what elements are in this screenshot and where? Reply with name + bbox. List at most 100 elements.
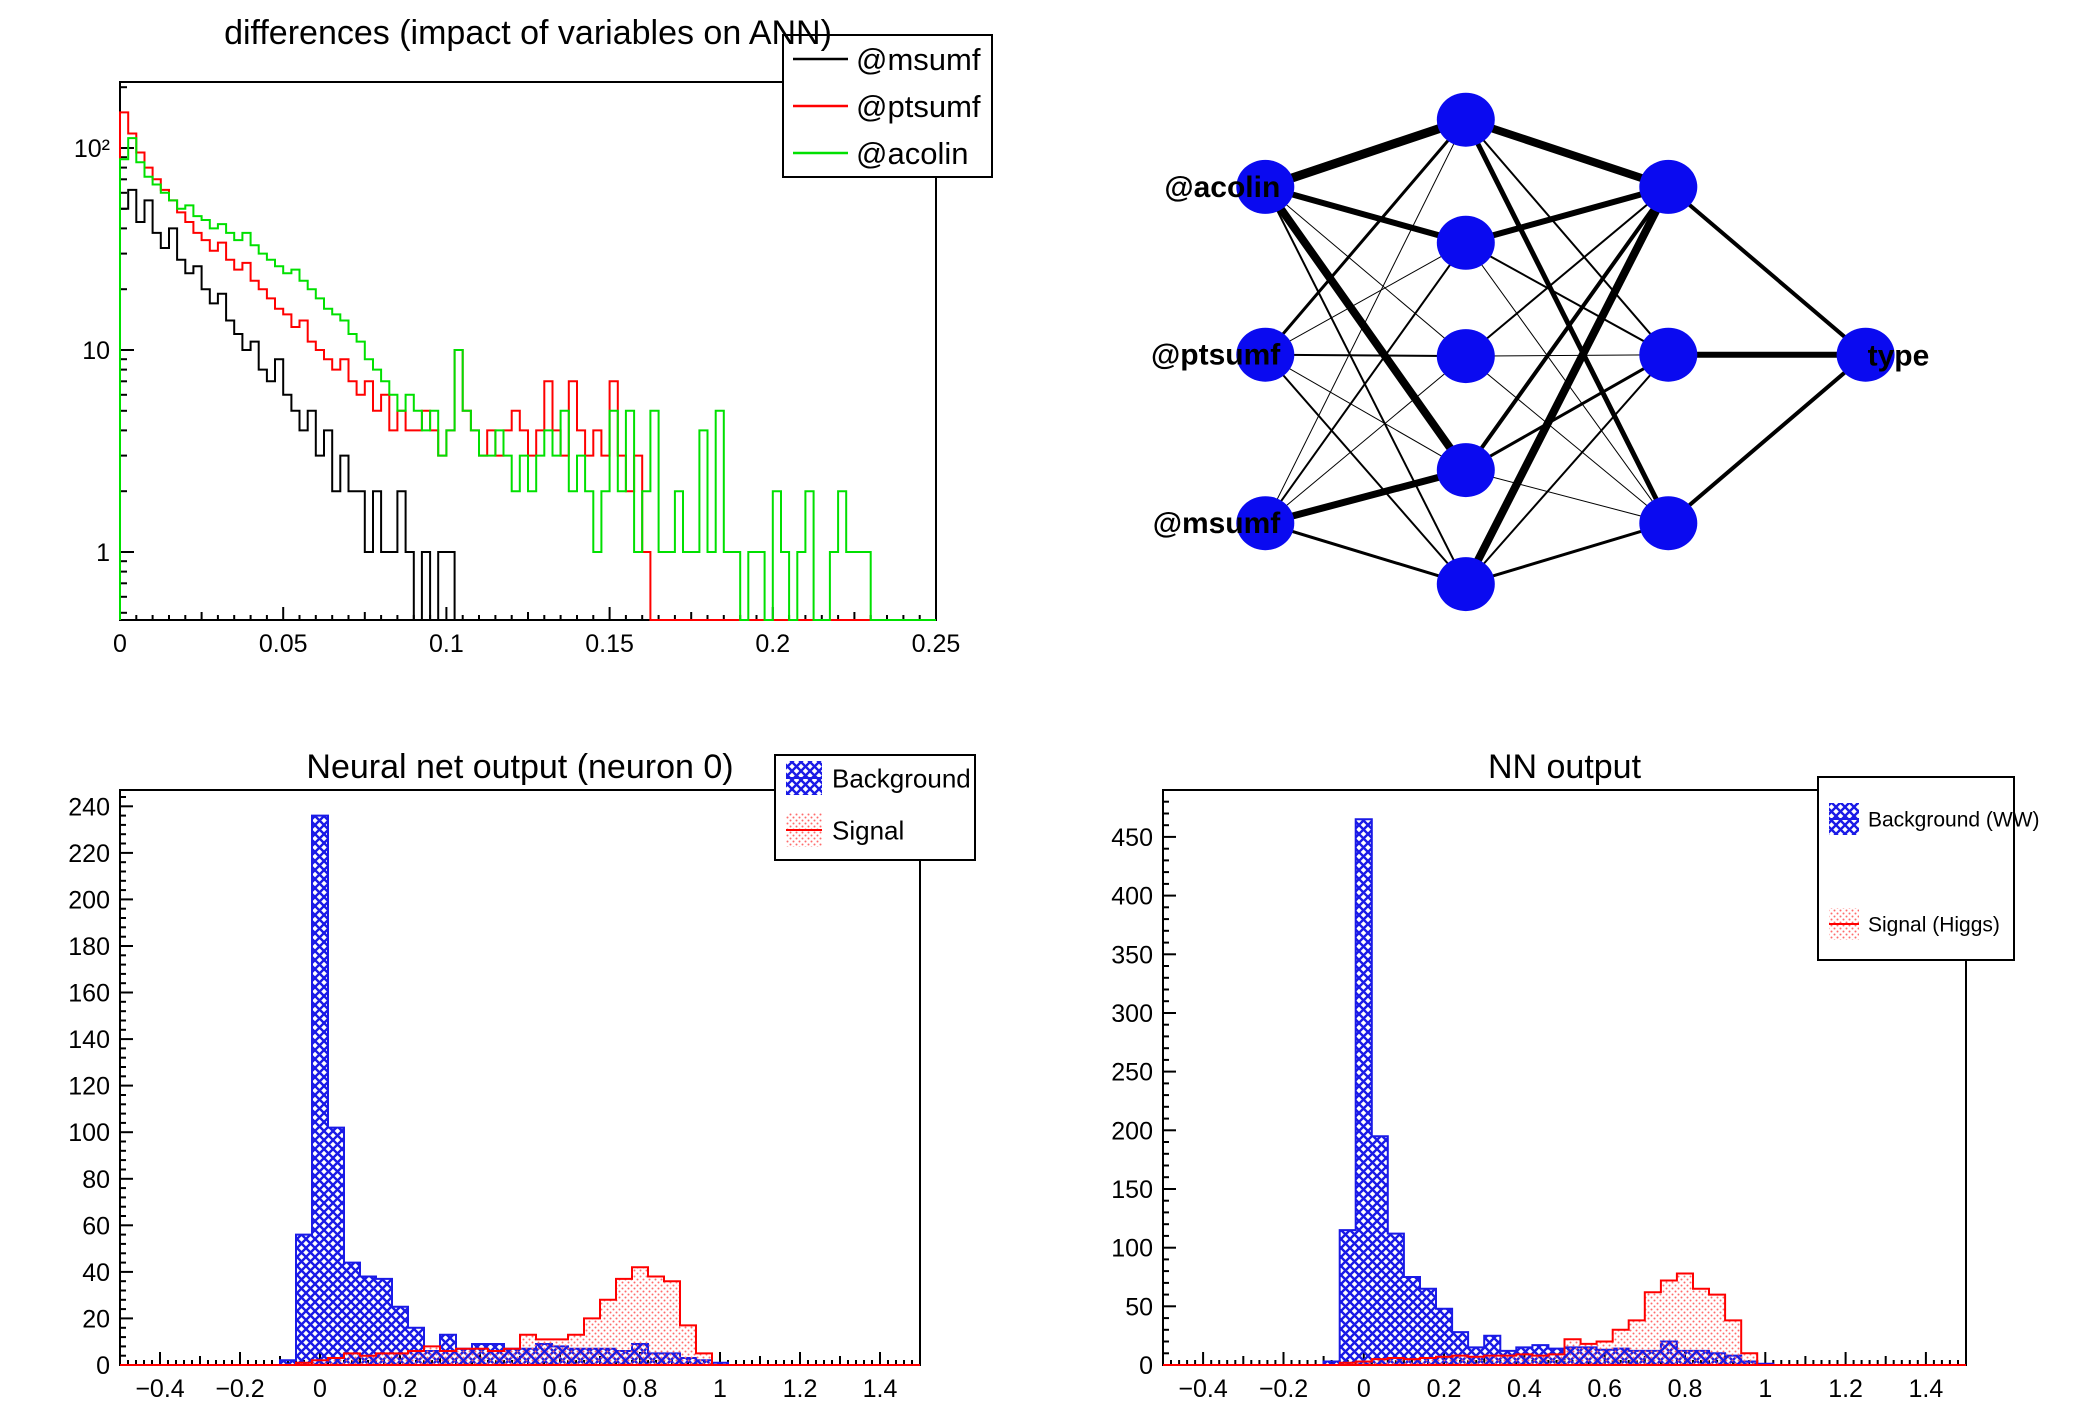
- nn-edge: [1465, 521, 1669, 586]
- legend-entry-label: @ptsumf: [856, 89, 981, 124]
- legend-entry-label: @msumf: [856, 42, 981, 77]
- y-axis-tick-label: 220: [68, 840, 110, 868]
- plot-frame: [119, 789, 921, 1366]
- nn-node: [1236, 159, 1295, 214]
- nn-edge: [1265, 353, 1466, 358]
- nn-node: [1436, 92, 1495, 147]
- legend-impact: @msumf @ptsumf @acolin: [782, 34, 993, 178]
- nn-edge: [1463, 118, 1671, 525]
- x-axis-tick-label: 0.15: [585, 630, 634, 658]
- x-axis-tick-label: 1: [713, 1375, 727, 1403]
- nn-edge: [1263, 115, 1468, 192]
- histogram-signal-higgs-: [1163, 1272, 1966, 1366]
- nn-edge: [1465, 354, 1669, 357]
- y-axis-tick-label: 1: [96, 539, 110, 567]
- x-axis-tick-label: 0.1: [429, 630, 464, 658]
- nn-edge: [1264, 119, 1467, 524]
- y-axis-tick-label: 120: [68, 1073, 110, 1101]
- x-axis-tick-label: −0.2: [215, 1375, 264, 1403]
- nn-edge: [1465, 353, 1670, 472]
- nn-node: [1436, 329, 1495, 384]
- plot-title: differences (impact of variables on ANN): [224, 14, 832, 52]
- y-axis-tick-label: 100: [68, 1119, 110, 1147]
- histogram-signal: [120, 1266, 920, 1366]
- y-axis-tick-label: 300: [1111, 1000, 1153, 1028]
- y-axis-tick-label: 180: [68, 933, 110, 961]
- legend-neural-net-output-neuron0: Background Signal: [774, 754, 976, 861]
- legend-entry-label: Signal: [832, 815, 904, 845]
- y-axis-tick-label: 0: [96, 1352, 110, 1380]
- x-axis-tick-label: 0.2: [755, 630, 790, 658]
- nn-node: [1436, 443, 1495, 498]
- x-axis-tick-label: 0: [313, 1375, 327, 1403]
- nn-edge: [1667, 185, 1867, 357]
- legend-entry-label: Background: [832, 763, 971, 793]
- x-axis-tick-label: −0.2: [1259, 1375, 1308, 1403]
- y-axis-tick-label: 350: [1111, 941, 1153, 969]
- nn-edge: [1262, 184, 1470, 473]
- x-axis-tick-label: 0.6: [543, 1375, 578, 1403]
- nn-edge: [1264, 186, 1467, 585]
- pad-variable-impact: 0 0.05 0.1 0.15 0.2 0.25 1 10 10² @msumf @ptsumf @a…: [0, 0, 1044, 708]
- legend-entry-label: @acolin: [856, 136, 968, 171]
- nn-node: [1236, 327, 1295, 382]
- x-axis-tick-label: 0.8: [623, 1375, 658, 1403]
- nn-edge: [1465, 469, 1669, 524]
- y-axis-tick-label: 100: [1111, 1235, 1153, 1263]
- pad-neuron0-output: −0.4 −0.2 0 0.2 0.4 0.6 0.8 1 1.2 1.4 0 20 40 60 80 100…: [0, 708, 1044, 1416]
- nn-edge: [1264, 186, 1467, 357]
- nn-nodes: [1236, 92, 1895, 612]
- x-axis-tick-label: 0.25: [912, 630, 961, 658]
- y-axis-tick-label: 150: [1111, 1176, 1153, 1204]
- x-axis-tick-label: 1.2: [1828, 1375, 1863, 1403]
- x-axis-tick-label: −0.4: [1178, 1375, 1227, 1403]
- y-axis-tick-label: 0: [1139, 1352, 1153, 1380]
- y-axis-tick-label: 50: [1125, 1293, 1153, 1321]
- nn-edge: [1264, 521, 1467, 586]
- y-axis-tick-label: 160: [68, 980, 110, 1008]
- nn-output-chart: −0.4 −0.2 0 0.2 0.4 0.6 0.8 1 1.2 1.4 0 50 100 150 200…: [1111, 748, 2040, 1403]
- y-axis-tick-label: 40: [82, 1259, 110, 1287]
- legend-entry-label: Background (WW): [1868, 809, 2040, 832]
- y-axis-tick-label: 240: [68, 793, 110, 821]
- nn-edge: [1462, 185, 1672, 586]
- y-axis-tick-label: 200: [68, 886, 110, 914]
- x-axis-tick-label: 0.2: [1427, 1375, 1462, 1403]
- nn-edge: [1264, 242, 1467, 524]
- nn-edge: [1465, 119, 1670, 356]
- nn-edge: [1464, 115, 1670, 191]
- nn-edge: [1265, 354, 1467, 471]
- nn-edge: [1667, 353, 1867, 525]
- x-axis-tick-label: 1.2: [783, 1375, 818, 1403]
- histogram-acolin: [119, 137, 936, 621]
- x-axis-tick-label: 0: [1357, 1375, 1371, 1403]
- y-axis-tick-label: 10²: [74, 135, 110, 163]
- plot-title: Neural net output (neuron 0): [306, 748, 733, 786]
- nn-edge: [1465, 354, 1670, 585]
- nn-node: [1836, 327, 1895, 382]
- y-axis-ticks: [1163, 789, 1176, 1366]
- nn-edge: [1264, 184, 1467, 246]
- nn-edge: [1264, 466, 1467, 527]
- pad-network-diagram: @acolin @ptsumf @msumf type: [1044, 0, 2088, 708]
- x-axis-tick-label: 0.8: [1668, 1375, 1703, 1403]
- nn-input-label: @msumf: [1153, 507, 1282, 540]
- x-axis-tick-label: 1.4: [863, 1375, 898, 1403]
- y-axis-tick-label: 200: [1111, 1117, 1153, 1145]
- y-axis-tick-label: 140: [68, 1026, 110, 1054]
- nn-edge: [1465, 186, 1669, 357]
- nn-node: [1436, 215, 1495, 270]
- y-axis-tick-label: 20: [82, 1305, 110, 1333]
- x-axis-tick-label: 1.4: [1909, 1375, 1944, 1403]
- legend-entry-label: Signal (Higgs): [1868, 914, 2000, 937]
- nn-edge: [1465, 184, 1670, 246]
- nn-synapses: [1262, 115, 1867, 586]
- x-axis-tick-label: 0.2: [383, 1375, 418, 1403]
- y-axis-tick-label: 60: [82, 1212, 110, 1240]
- nn-edge: [1464, 185, 1670, 472]
- nn-node: [1436, 557, 1495, 612]
- x-axis-tick-label: 0.4: [1507, 1375, 1542, 1403]
- nn-node: [1639, 327, 1698, 382]
- nn-edge: [1264, 355, 1467, 524]
- x-axis-tick-label: 1: [1758, 1375, 1772, 1403]
